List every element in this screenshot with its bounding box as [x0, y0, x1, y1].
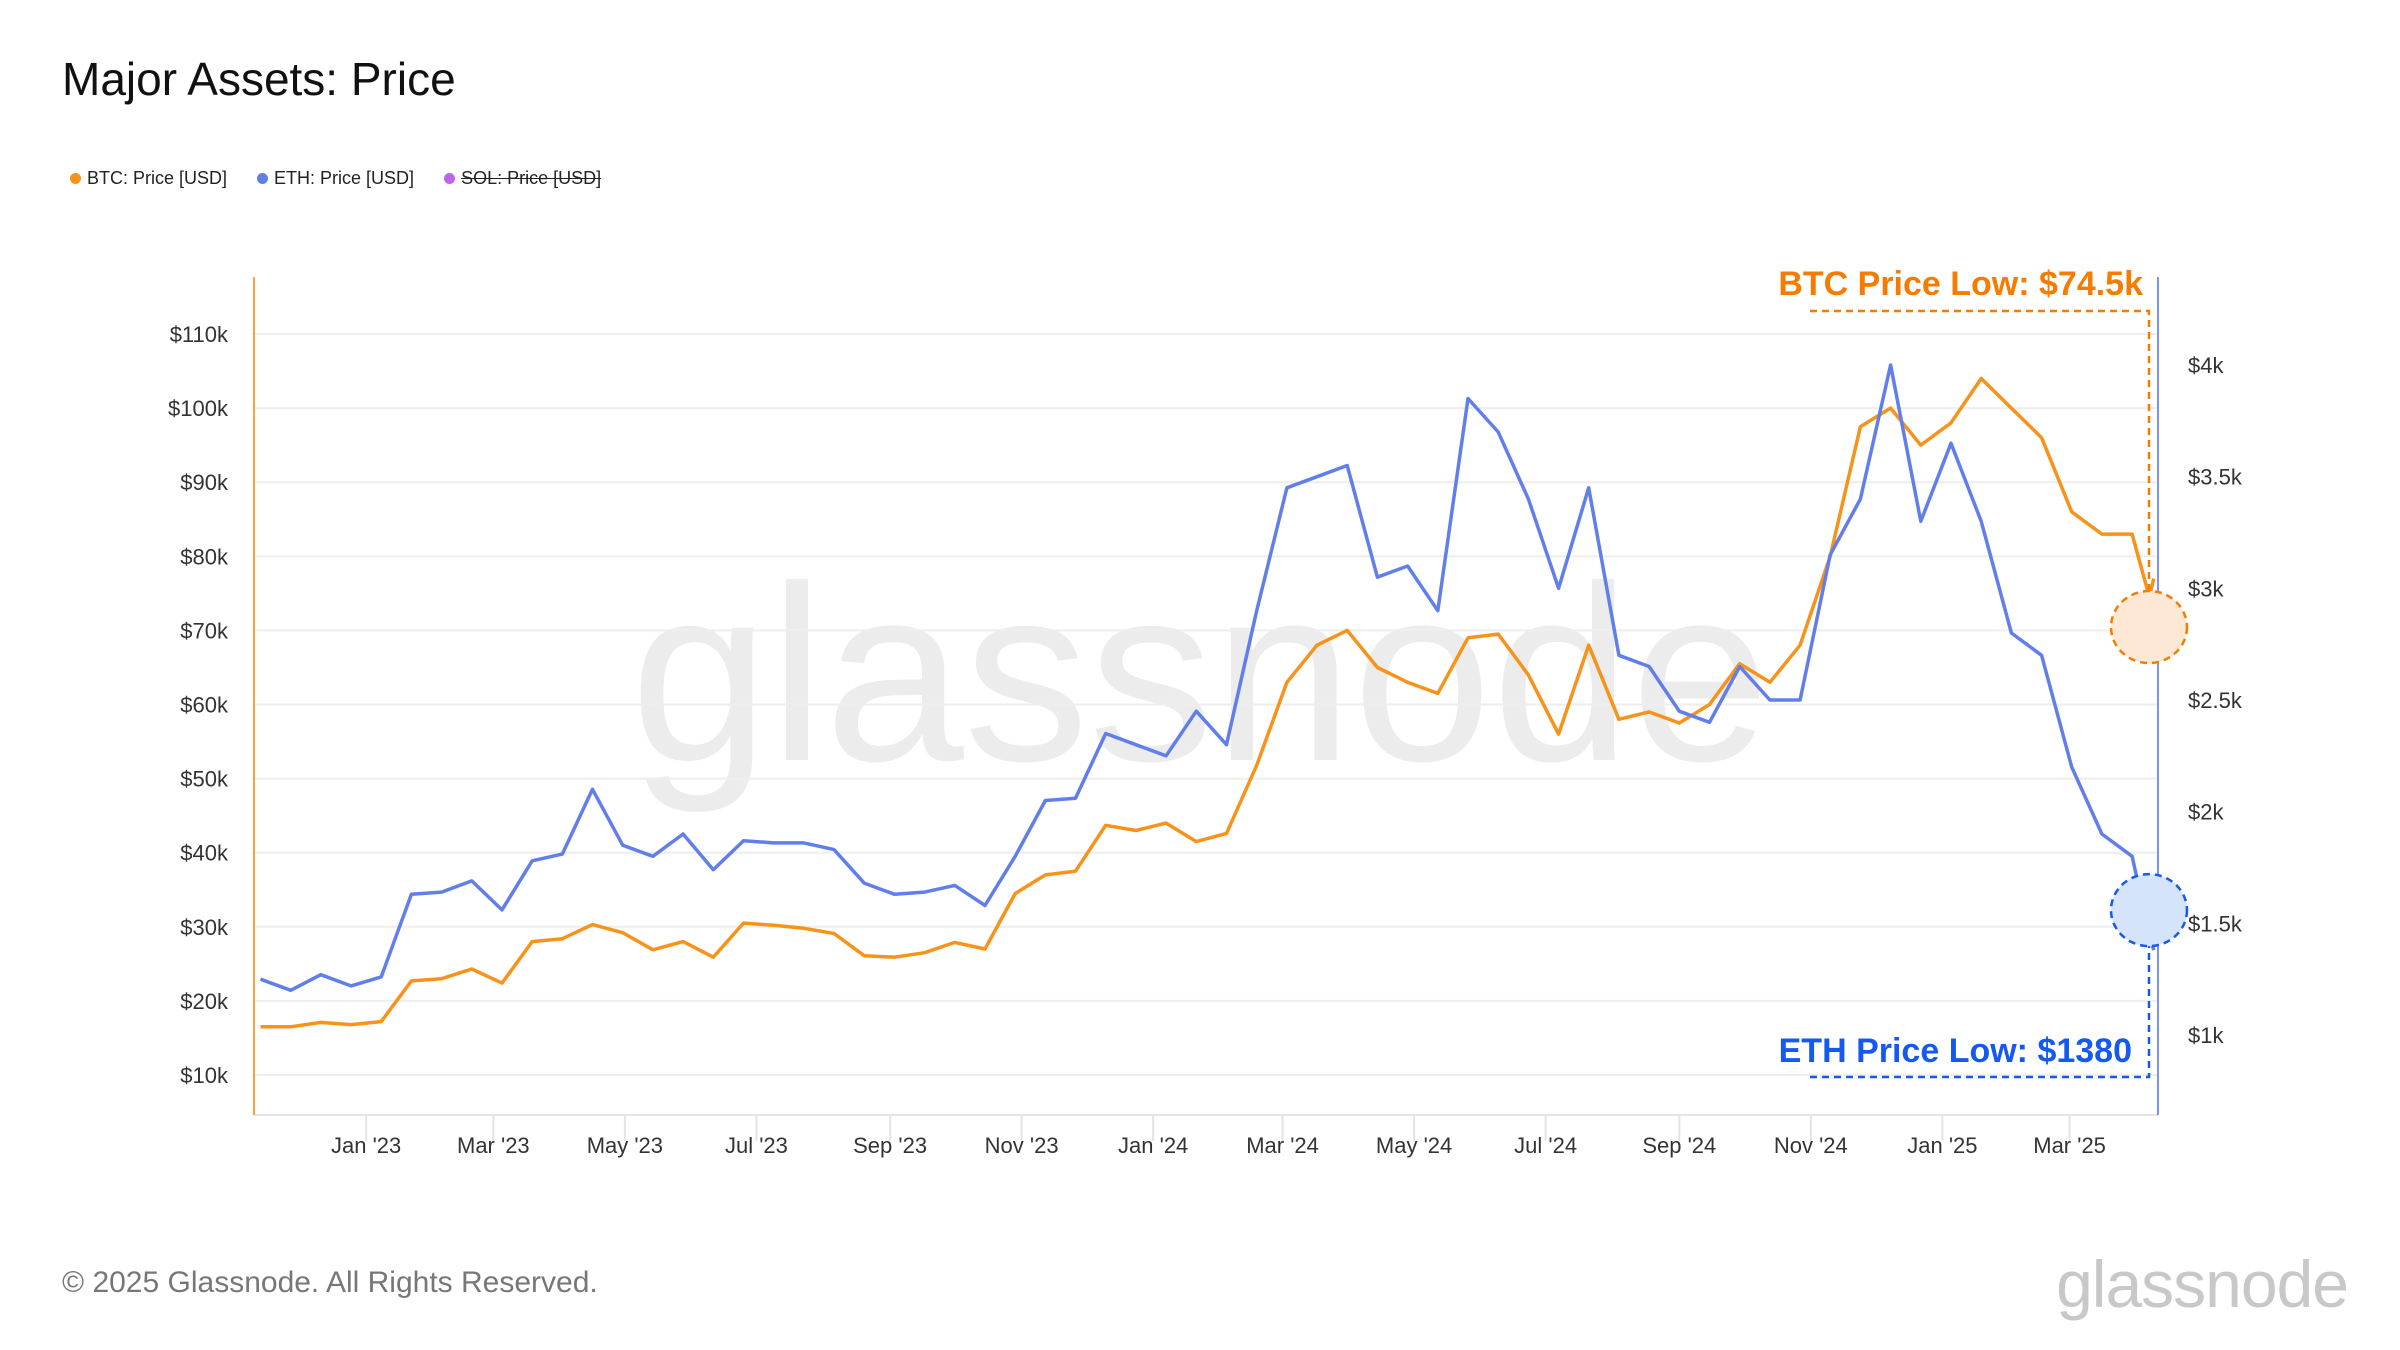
y-left-tick-label: $60k: [180, 693, 229, 718]
y-right-tick-label: $4k: [2188, 353, 2224, 378]
btc-low-marker: [2109, 589, 2189, 665]
y-left-tick-label: $20k: [180, 989, 229, 1014]
chart-title: Major Assets: Price: [62, 53, 456, 105]
y-left-tick-label: $10k: [180, 1063, 229, 1088]
y-left-tick-label: $70k: [180, 618, 229, 643]
x-tick-label: Mar '25: [2033, 1133, 2106, 1158]
y-right-tick-label: $3.5k: [2188, 465, 2243, 490]
y-left-tick-label: $90k: [180, 470, 229, 495]
legend-item-eth[interactable]: ETH: Price [USD]: [257, 168, 414, 189]
y-right-tick-label: $1.5k: [2188, 911, 2243, 936]
x-tick-label: Jul '23: [725, 1133, 788, 1158]
legend-label: ETH: Price [USD]: [274, 168, 415, 188]
legend: BTC: Price [USD] ETH: Price [USD] SOL: P…: [70, 168, 601, 189]
glassnode-logo: glassnode: [2056, 1247, 2349, 1321]
x-tick-label: Jan '23: [331, 1133, 401, 1158]
sol-dot-icon: [444, 173, 456, 184]
eth-low-label: ETH Price Low: $1380: [1779, 1032, 2132, 1070]
x-tick-label: Sep '23: [853, 1133, 927, 1158]
btc-leader-line: [1810, 309, 2151, 592]
y-right-tick-label: $1k: [2188, 1023, 2224, 1048]
series-line-btc: [260, 376, 2156, 1029]
y-right-tick-label: $2.5k: [2188, 688, 2243, 713]
x-tick-label: Nov '24: [1774, 1133, 1848, 1158]
series-line-eth: [259, 363, 2156, 993]
y-right-tick-label: $3k: [2188, 576, 2224, 601]
x-tick-label: Jan '24: [1118, 1133, 1188, 1158]
eth-leader-line: [1810, 946, 2151, 1079]
btc-low-label: BTC Price Low: $74.5k: [1778, 265, 2143, 303]
btc-dot-icon: [70, 173, 81, 184]
x-tick-label: Mar '23: [457, 1133, 530, 1158]
eth-low-marker: [2109, 872, 2189, 948]
x-tick-label: May '24: [1376, 1133, 1452, 1158]
y-left-tick-label: $30k: [180, 915, 229, 940]
legend-item-sol[interactable]: SOL: Price [USD]: [444, 168, 601, 189]
y-left-tick-label: $110k: [170, 322, 229, 347]
legend-label: SOL: Price [USD]: [461, 168, 602, 188]
x-tick-label: May '23: [587, 1133, 663, 1158]
y-right-tick-label: $2k: [2188, 800, 2224, 825]
x-tick-label: Sep '24: [1642, 1133, 1716, 1158]
legend-item-btc[interactable]: BTC: Price [USD]: [70, 168, 227, 189]
x-tick-label: Mar '24: [1246, 1133, 1319, 1158]
y-left-tick-label: $100k: [168, 396, 229, 421]
eth-dot-icon: [257, 173, 269, 184]
x-tick-label: Jul '24: [1514, 1133, 1577, 1158]
x-tick-label: Jan '25: [1907, 1133, 1977, 1158]
y-left-tick-label: $40k: [180, 841, 229, 866]
x-tick-label: Nov '23: [985, 1133, 1059, 1158]
copyright-text: © 2025 Glassnode. All Rights Reserved.: [62, 1266, 598, 1299]
y-left-tick-label: $50k: [180, 767, 229, 792]
y-left-tick-label: $80k: [180, 544, 229, 569]
legend-label: BTC: Price [USD]: [87, 168, 228, 188]
